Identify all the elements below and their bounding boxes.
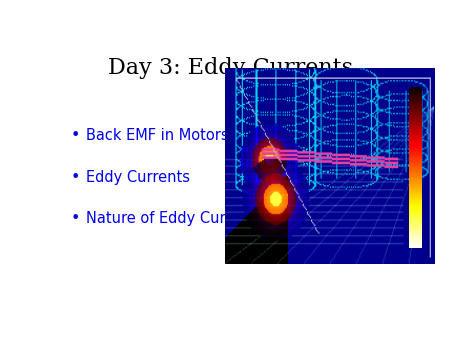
Text: Nature of Eddy Currents: Nature of Eddy Currents [86, 211, 263, 226]
Text: Day 3: Eddy Currents: Day 3: Eddy Currents [108, 57, 353, 79]
Text: •: • [70, 170, 80, 185]
Text: •: • [70, 211, 80, 226]
Text: •: • [70, 128, 80, 143]
Text: Eddy Currents: Eddy Currents [86, 170, 190, 185]
Text: Back EMF in Motors: Back EMF in Motors [86, 128, 229, 143]
